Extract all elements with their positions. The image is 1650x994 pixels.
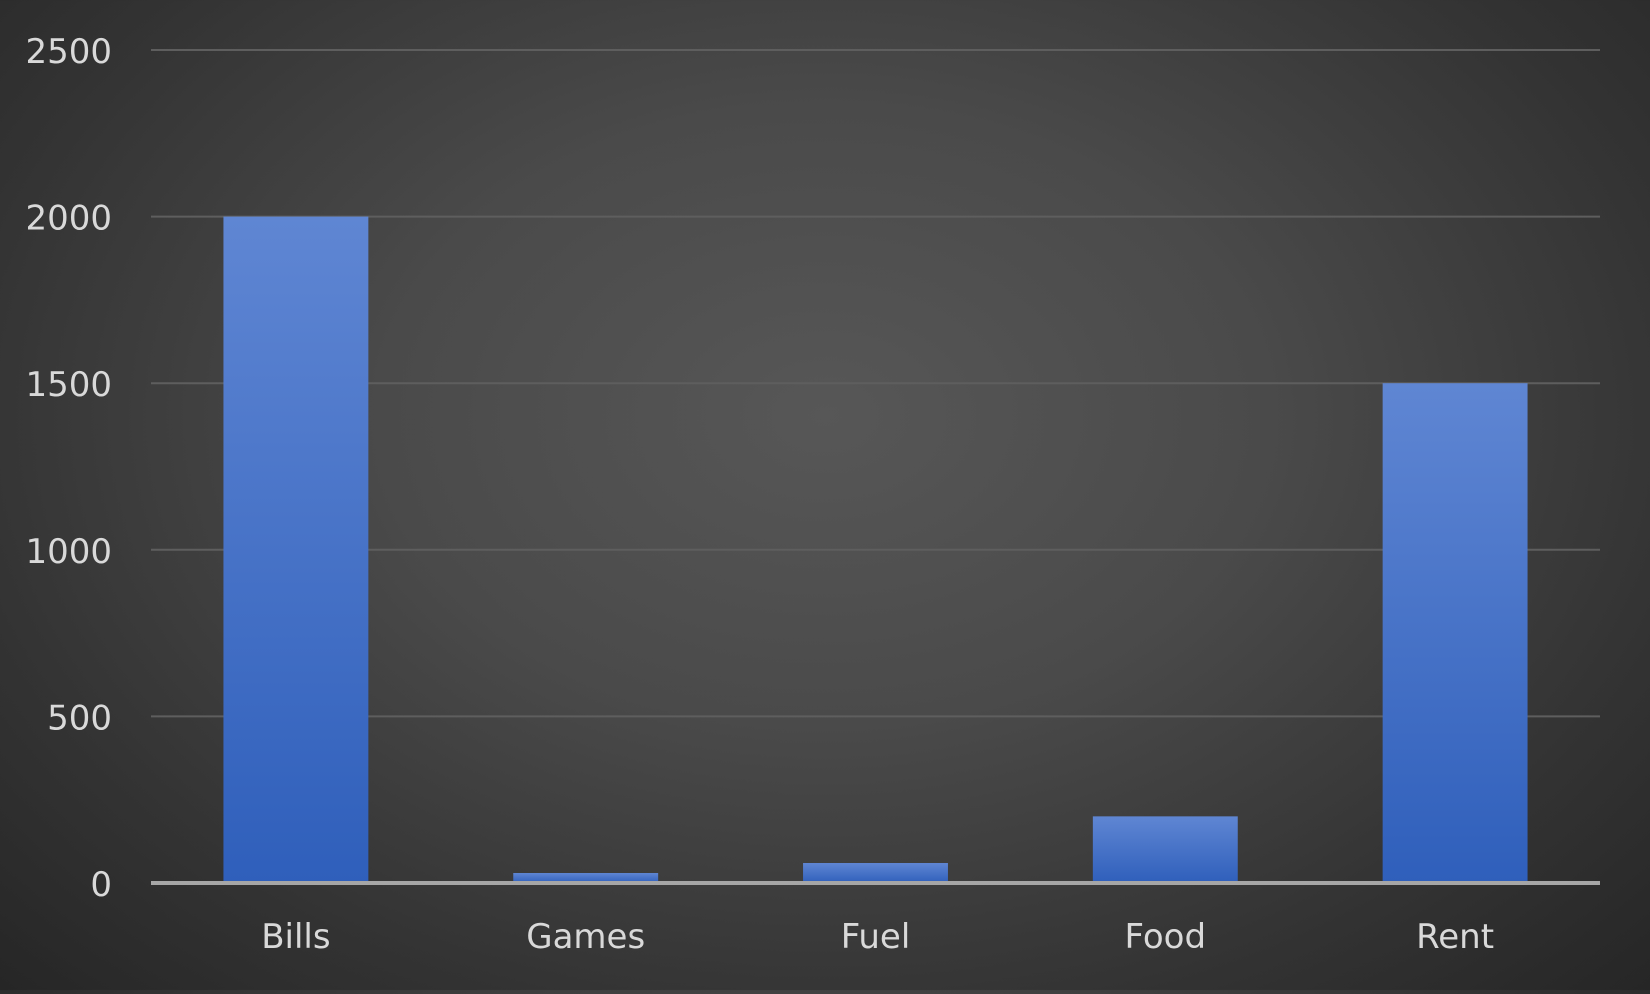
y-axis-ticks: 0 500 1000 1500 2000 2500 [25,32,112,905]
bar-fuel [803,863,948,883]
y-tick-label: 1500 [25,365,112,405]
bar-rent [1382,383,1528,883]
bar-bills [223,216,369,884]
x-tick-label: Rent [1416,917,1494,957]
y-tick-label: 2500 [25,32,112,72]
y-tick-label: 0 [90,865,112,905]
bars [223,216,1528,884]
y-tick-label: 2000 [25,199,112,239]
x-tick-label: Fuel [841,917,911,957]
x-axis-ticks: Bills Games Fuel Food Rent [261,917,1494,957]
y-tick-label: 1000 [25,532,112,572]
x-tick-label: Games [526,917,645,957]
gridlines [151,49,1600,718]
x-tick-label: Food [1125,917,1207,957]
y-tick-label: 500 [47,698,112,738]
bar-games [513,873,659,883]
bar-food [1092,816,1238,883]
x-tick-label: Bills [261,917,330,957]
